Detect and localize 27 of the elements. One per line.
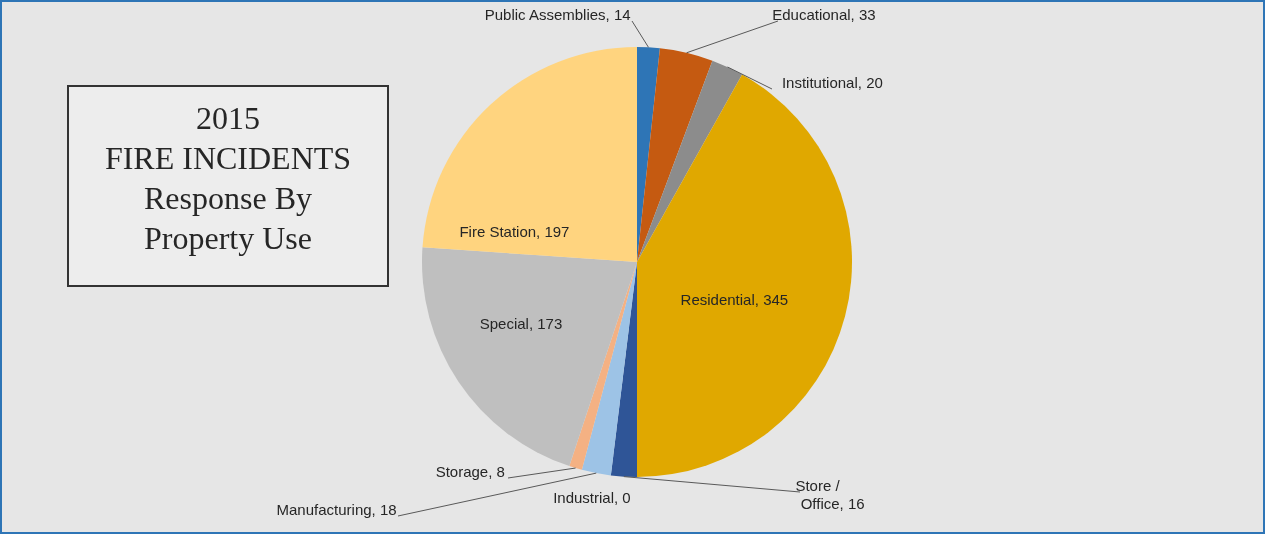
slice-label: Store / Office — [795, 477, 841, 512]
pie-slice — [637, 48, 713, 262]
data-label: , 345 — [754, 291, 789, 308]
data-label: , 20 — [857, 74, 883, 91]
pie-slice — [422, 247, 637, 467]
slice-label: Institutional — [781, 74, 858, 91]
data-label: , 16 — [839, 495, 865, 512]
data-label: , 173 — [528, 315, 563, 332]
pie-slice — [569, 262, 637, 470]
slice-label: Storage — [435, 463, 489, 480]
pie-slice — [581, 262, 637, 476]
slice-label: Fire Station — [459, 223, 537, 240]
text: , 0 — [614, 489, 631, 506]
data-label: , 8 — [488, 463, 505, 480]
data-label: , 18 — [371, 501, 397, 518]
category-label: Industrial — [553, 489, 614, 506]
slice-label: Manufacturing — [276, 501, 372, 518]
data-label: , 14 — [605, 6, 631, 23]
data-label: , 33 — [850, 6, 876, 23]
pie-slice — [422, 47, 637, 262]
pie-slice — [637, 60, 743, 262]
text: 2015 FIRE INCIDENTS Response By Property Use — [104, 100, 352, 256]
slice-label: Residential — [680, 291, 755, 308]
slice-label: Educational — [772, 6, 851, 23]
slice-label: Special — [479, 315, 529, 332]
data-label: , 197 — [536, 223, 570, 240]
slice-label: Public Assemblies — [484, 6, 606, 23]
